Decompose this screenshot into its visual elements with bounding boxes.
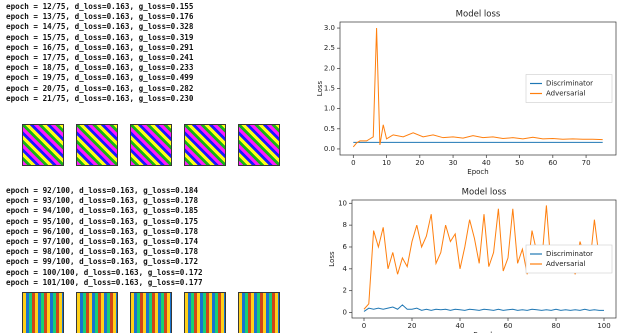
page: epoch = 12/75, d_loss=0.163, g_loss=0.15… (0, 0, 624, 333)
y-tick-label: 0 (343, 309, 347, 317)
legend-label: Adversarial (546, 90, 585, 98)
chart-title: Model loss (462, 188, 507, 198)
y-tick-label: 1.0 (324, 105, 335, 113)
series-line (364, 305, 604, 312)
y-tick-label: 0.5 (324, 125, 335, 133)
y-tick-label: 2.0 (324, 64, 335, 72)
charts: Model lossEpochLoss0102030405060700.00.5… (0, 0, 624, 333)
x-tick-label: 0 (351, 159, 355, 167)
x-tick-label: 40 (456, 322, 465, 330)
y-tick-label: 6 (343, 243, 348, 251)
legend-label: Discriminator (546, 80, 593, 88)
x-axis-label: Epoch (467, 168, 488, 176)
x-tick-label: 50 (515, 159, 524, 167)
y-tick-label: 4 (343, 265, 348, 273)
legend-label: Discriminator (546, 250, 593, 258)
y-tick-label: 2.5 (324, 44, 335, 52)
y-axis-label: Loss (316, 80, 324, 96)
x-tick-label: 20 (415, 159, 424, 167)
y-tick-label: 10 (338, 199, 347, 207)
x-tick-label: 70 (582, 159, 591, 167)
chart-title: Model loss (456, 10, 501, 20)
x-tick-label: 10 (382, 159, 391, 167)
x-tick-label: 20 (408, 322, 417, 330)
x-tick-label: 80 (552, 322, 561, 330)
x-tick-label: 40 (482, 159, 491, 167)
y-axis-label: Loss (328, 251, 336, 267)
x-tick-label: 0 (362, 322, 366, 330)
y-tick-label: 3.0 (324, 24, 335, 32)
y-tick-label: 2 (343, 287, 347, 295)
y-tick-label: 8 (343, 221, 347, 229)
x-tick-label: 60 (548, 159, 557, 167)
y-tick-label: 0.0 (324, 145, 335, 153)
y-tick-label: 1.5 (324, 85, 335, 93)
x-tick-label: 30 (449, 159, 458, 167)
x-tick-label: 100 (597, 322, 610, 330)
x-tick-label: 60 (504, 322, 513, 330)
legend-label: Adversarial (546, 260, 585, 268)
